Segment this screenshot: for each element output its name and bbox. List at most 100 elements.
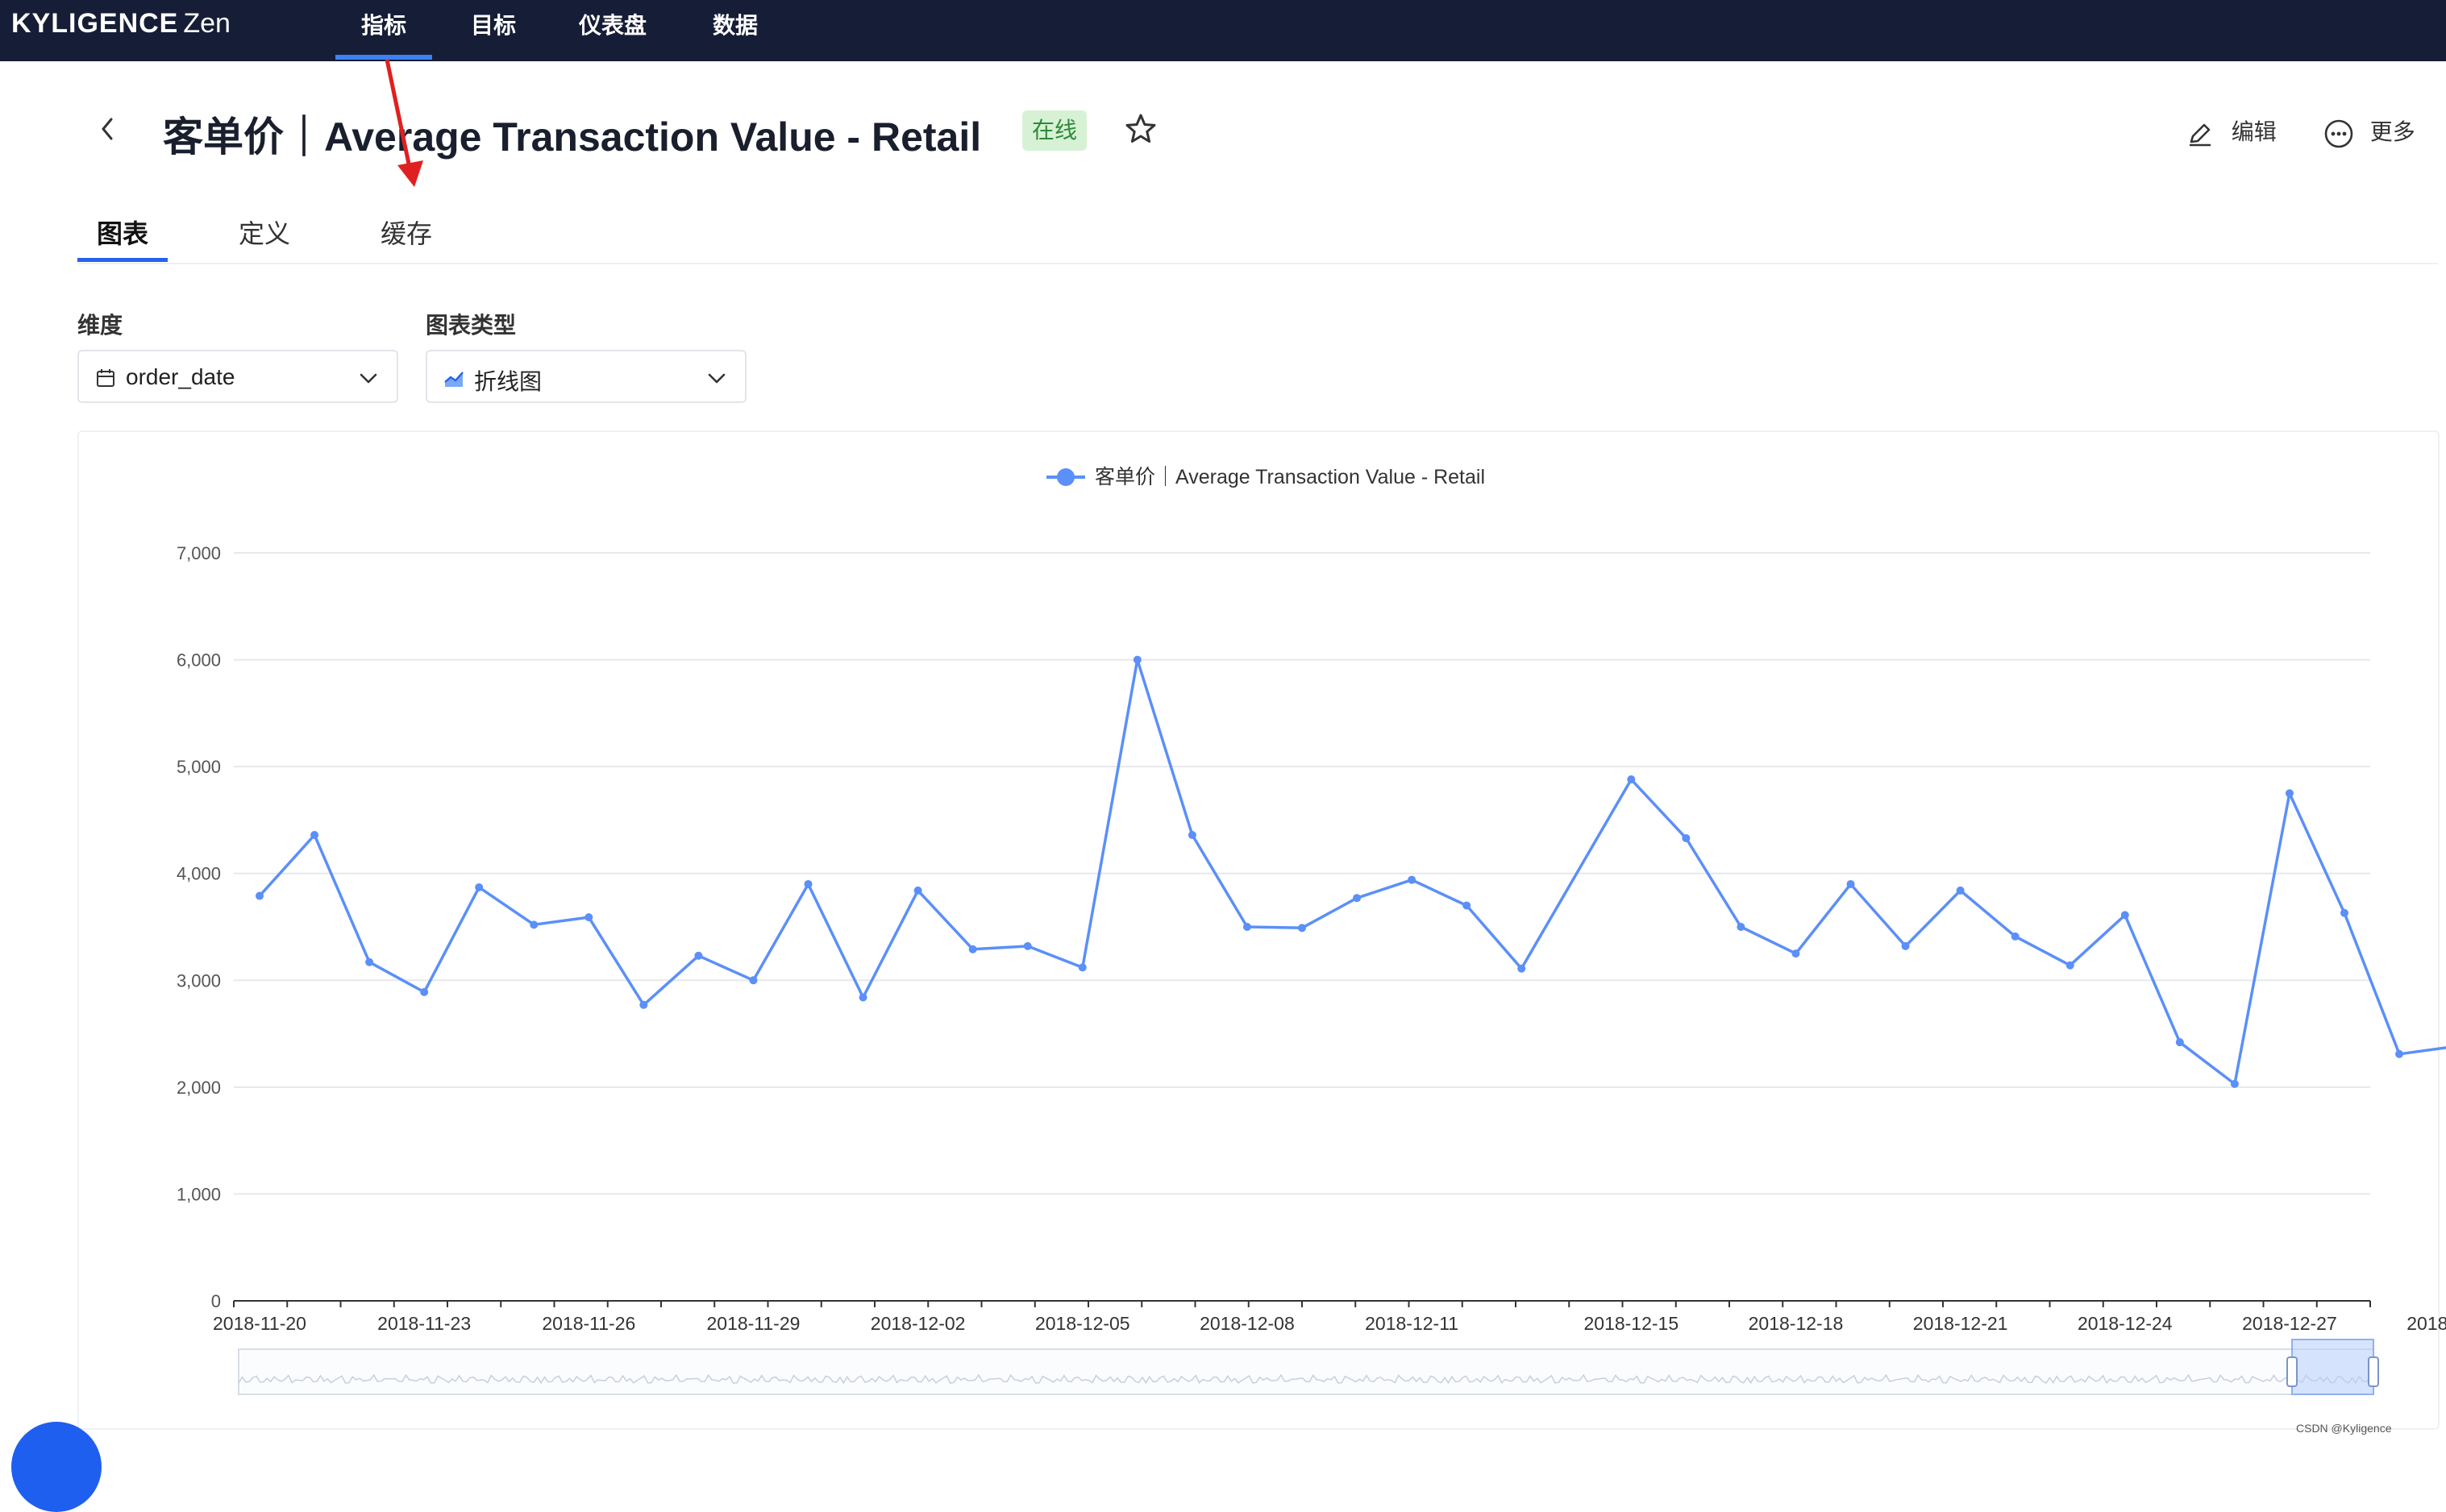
data-point [1737, 923, 1745, 931]
data-point [694, 951, 703, 960]
data-point [420, 987, 429, 996]
y-tick-label: 1,000 [177, 1184, 221, 1204]
data-point [749, 976, 758, 985]
data-point [1901, 941, 1910, 950]
datazoom-selected-window [2291, 1339, 2374, 1395]
dimension-value: order_date [126, 364, 235, 389]
data-point [1133, 655, 1142, 664]
datazoom-track [238, 1348, 2374, 1395]
nav-active-indicator [335, 55, 432, 60]
more-dots-icon [2324, 119, 2353, 147]
data-point [365, 957, 374, 966]
datazoom-preview-line [238, 1373, 2374, 1385]
data-point [1791, 949, 1800, 958]
data-point [968, 945, 977, 953]
y-tick-label: 5,000 [177, 757, 221, 777]
chart-card [77, 430, 2440, 1430]
data-point [310, 830, 319, 839]
x-tick-label: 2018-12-11 [1365, 1313, 1458, 1334]
x-tick-label: 2018-12-24 [2078, 1313, 2173, 1334]
watermark: CSDN @Kyligence [2296, 1422, 2392, 1435]
more-button[interactable]: 更多 [2323, 114, 2415, 149]
data-point [2340, 908, 2348, 917]
pencil-icon [2190, 123, 2211, 146]
data-point [2065, 961, 2074, 970]
datazoom-handle-right [2368, 1356, 2379, 1387]
data-point [584, 913, 593, 922]
help-bubble[interactable] [11, 1422, 102, 1512]
x-tick-label: 2018-12-15 [1583, 1313, 1679, 1334]
y-tick-label: 3,000 [177, 970, 221, 991]
data-point [1627, 775, 1636, 784]
y-tick-label: 7,000 [177, 543, 221, 563]
data-point [1188, 830, 1196, 839]
x-tick-label: 2018-11-26 [542, 1313, 635, 1334]
chart-type-label: 图表类型 [426, 313, 517, 338]
data-point [475, 883, 484, 891]
data-point [2175, 1038, 2184, 1047]
data-point [1517, 964, 1526, 973]
edit-button[interactable]: 编辑 [2186, 114, 2277, 147]
tab-divider [77, 263, 2438, 264]
data-point [1846, 879, 1855, 888]
data-point [1956, 886, 1965, 895]
tab-chart[interactable]: 图表 [97, 219, 149, 248]
page-title: 客单价｜Average Transaction Value - Retail [163, 114, 982, 160]
y-tick-label: 2,000 [177, 1078, 221, 1098]
chevron-down-icon [708, 373, 726, 384]
top-nav-bar: KYLIGENCE Zen 指标 目标 仪表盘 数据 [0, 0, 2446, 61]
data-point [804, 879, 813, 888]
x-tick-label: 2018-11-29 [706, 1313, 800, 1334]
annotation-arrow-shaft [385, 59, 412, 168]
data-point [639, 1000, 648, 1009]
data-point [1078, 963, 1087, 972]
data-point [1682, 833, 1691, 842]
data-point [2395, 1049, 2404, 1058]
line-chart-icon [444, 372, 464, 387]
edit-label: 编辑 [2231, 119, 2277, 144]
x-tick-label: 2018-12-05 [1035, 1313, 1130, 1334]
annotation-arrow-head [397, 160, 423, 187]
data-point [1298, 924, 1306, 933]
status-badge: 在线 [1022, 110, 1087, 151]
y-tick-label: 4,000 [177, 864, 221, 884]
data-point [2120, 911, 2129, 920]
chart-type-value: 折线图 [474, 369, 543, 394]
x-tick-label: 2018-12-02 [871, 1313, 966, 1334]
data-point [1462, 901, 1471, 910]
tab-active-indicator [77, 258, 168, 262]
data-point [2230, 1079, 2239, 1088]
nav-item-metrics[interactable]: 指标 [361, 13, 407, 38]
x-tick-label: 2018-12-27 [2242, 1313, 2337, 1334]
nav-item-data[interactable]: 数据 [713, 13, 759, 38]
x-tick-label: 2018-12-18 [1749, 1313, 1844, 1334]
series-line [258, 658, 2446, 1086]
data-point [2011, 932, 2020, 941]
nav-item-dashboard[interactable]: 仪表盘 [579, 13, 647, 38]
tab-definition[interactable]: 定义 [239, 219, 291, 248]
x-tick-label: 2018-12-30 [2406, 1313, 2446, 1334]
data-point [1408, 875, 1416, 884]
data-point [1242, 923, 1251, 931]
back-chevron-icon[interactable] [95, 113, 119, 145]
x-tick-label: 2018-11-20 [213, 1313, 306, 1334]
nav-item-goals[interactable]: 目标 [471, 13, 517, 38]
x-tick-label: 2018-12-21 [1913, 1313, 2008, 1334]
brand-logo[interactable]: KYLIGENCE Zen [11, 8, 231, 39]
calendar-icon [97, 369, 114, 387]
dimension-select[interactable]: order_date [77, 350, 398, 403]
data-point [530, 920, 539, 929]
datazoom-handle-left [2286, 1356, 2298, 1387]
line-chart: 0 1,000 2,000 3,000 4,000 5,000 6,000 7,000 2018… [177, 59, 2446, 1395]
legend-label: 客单价｜Average Transaction Value - Retail [1095, 466, 1485, 488]
star-icon[interactable] [1123, 111, 1159, 147]
x-tick-label: 2018-12-08 [1200, 1313, 1295, 1334]
data-point [1353, 894, 1362, 903]
y-tick-label: 0 [211, 1291, 221, 1311]
data-point [2285, 789, 2294, 798]
chart-type-select[interactable]: 折线图 [426, 350, 747, 403]
data-point [1023, 941, 1032, 950]
tab-cache[interactable]: 缓存 [381, 219, 433, 248]
x-tick-label: 2018-11-23 [377, 1313, 471, 1334]
dimension-label: 维度 [77, 313, 123, 338]
